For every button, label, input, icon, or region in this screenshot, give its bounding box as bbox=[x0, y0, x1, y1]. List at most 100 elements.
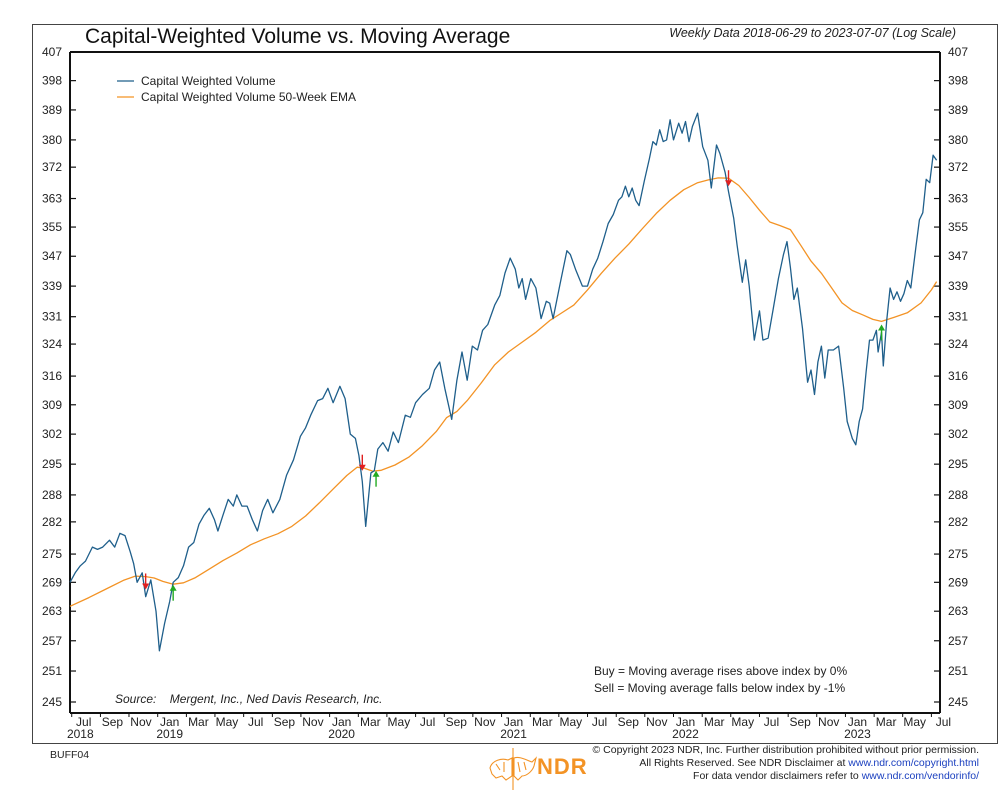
x-tick-label: Jan bbox=[160, 715, 179, 729]
y-tick-label-right: 324 bbox=[948, 337, 968, 351]
x-tick-label: Mar bbox=[704, 715, 725, 729]
x-tick-label: Mar bbox=[532, 715, 553, 729]
y-tick-label-left: 302 bbox=[42, 427, 62, 441]
x-tick-label: Sep bbox=[102, 715, 124, 729]
y-tick-label-right: 347 bbox=[948, 249, 968, 263]
y-tick-label-left: 269 bbox=[42, 575, 62, 589]
copyright-line-2: All Rights Reserved. See NDR Disclaimer … bbox=[593, 757, 979, 770]
y-tick-label-left: 275 bbox=[42, 547, 62, 561]
sell-signal-arrow-icon bbox=[142, 573, 150, 590]
copyright-notice: © Copyright 2023 NDR, Inc. Further distr… bbox=[593, 744, 980, 783]
x-tick-label: Sep bbox=[446, 715, 468, 729]
copyright-line-1: © Copyright 2023 NDR, Inc. Further distr… bbox=[592, 744, 980, 756]
y-tick-label-right: 269 bbox=[948, 575, 968, 589]
y-tick-label-left: 282 bbox=[42, 515, 62, 529]
x-tick-label: Jan bbox=[848, 715, 867, 729]
y-tick-label-left: 257 bbox=[42, 634, 62, 648]
legend: Capital Weighted Volume Capital Weighted… bbox=[117, 74, 356, 104]
y-tick-label-left: 355 bbox=[42, 220, 62, 234]
y-tick-label-right: 245 bbox=[948, 695, 968, 709]
axes bbox=[69, 51, 941, 714]
y-tick-label-left: 245 bbox=[42, 695, 62, 709]
y-tick-label-right: 295 bbox=[948, 457, 968, 471]
tick-labels: 407 407 398 398 389 389 380 380 372 372 363 363 355 3… bbox=[42, 45, 968, 741]
y-tick-label-right: 282 bbox=[948, 515, 968, 529]
y-tick-label-right: 372 bbox=[948, 160, 968, 174]
ndr-logo-text: NDR bbox=[537, 754, 588, 779]
y-tick-label-right: 251 bbox=[948, 664, 968, 678]
sell-signal-arrow-icon bbox=[358, 454, 366, 471]
buy-signal-arrow-icon bbox=[372, 470, 380, 487]
copyright-link[interactable]: www.ndr.com/copyright.html bbox=[848, 757, 979, 769]
x-tick-label: May bbox=[903, 715, 926, 729]
y-tick-label-left: 389 bbox=[42, 103, 62, 117]
sell-rule-note: Sell = Moving average falls below index … bbox=[594, 681, 845, 695]
x-tick-label: Sep bbox=[790, 715, 812, 729]
x-year-label: 2018 bbox=[67, 727, 94, 741]
y-tick-label-right: 257 bbox=[948, 634, 968, 648]
x-tick-label: Sep bbox=[274, 715, 296, 729]
x-tick-label: Jul bbox=[764, 715, 779, 729]
buy-rule-note: Buy = Moving average rises above index b… bbox=[594, 664, 847, 678]
x-tick-label: Mar bbox=[876, 715, 897, 729]
y-tick-label-right: 407 bbox=[948, 45, 968, 59]
y-tick-label-left: 331 bbox=[42, 310, 62, 324]
y-tick-label-left: 407 bbox=[42, 45, 62, 59]
x-tick-label: Mar bbox=[360, 715, 381, 729]
x-year-label: 2023 bbox=[844, 727, 871, 741]
x-year-label: 2019 bbox=[156, 727, 183, 741]
y-tick-label-left: 263 bbox=[42, 604, 62, 618]
source-note: Source: Mergent, Inc., Ned Davis Researc… bbox=[115, 692, 382, 706]
y-tick-label-right: 389 bbox=[948, 103, 968, 117]
legend-label-cwv: Capital Weighted Volume bbox=[141, 74, 276, 88]
y-tick-label-right: 263 bbox=[948, 604, 968, 618]
y-tick-label-left: 347 bbox=[42, 249, 62, 263]
copyright-line-2-text: All Rights Reserved. See NDR Disclaimer … bbox=[639, 757, 849, 769]
y-tick-label-right: 398 bbox=[948, 74, 968, 88]
y-tick-label-left: 339 bbox=[42, 279, 62, 293]
x-tick-label: Jan bbox=[504, 715, 523, 729]
y-tick-label-left: 309 bbox=[42, 398, 62, 412]
copyright-line-3: For data vendor disclaimers refer to www… bbox=[593, 770, 979, 783]
sell-signal-arrow-icon bbox=[725, 170, 733, 187]
x-tick-label: Jul bbox=[936, 715, 951, 729]
y-tick-label-left: 380 bbox=[42, 133, 62, 147]
copyright-line-3-text: For data vendor disclaimers refer to bbox=[693, 770, 862, 782]
y-tick-label-right: 331 bbox=[948, 310, 968, 324]
y-tick-label-right: 288 bbox=[948, 488, 968, 502]
y-tick-label-right: 275 bbox=[948, 547, 968, 561]
x-tick-label: Jan bbox=[676, 715, 695, 729]
y-tick-label-right: 380 bbox=[948, 133, 968, 147]
y-tick-label-right: 355 bbox=[948, 220, 968, 234]
x-year-label: 2022 bbox=[672, 727, 699, 741]
series-lines bbox=[69, 112, 938, 652]
y-tick-label-left: 372 bbox=[42, 160, 62, 174]
x-year-label: 2021 bbox=[500, 727, 527, 741]
x-tick-label: Nov bbox=[818, 715, 839, 729]
buy-signal-arrow-icon bbox=[878, 324, 886, 341]
chart-code: BUFF04 bbox=[50, 749, 90, 761]
vendorinfo-link[interactable]: www.ndr.com/vendorinfo/ bbox=[861, 770, 979, 782]
y-tick-label-left: 363 bbox=[42, 192, 62, 206]
x-tick-label: May bbox=[388, 715, 411, 729]
x-tick-label: Jan bbox=[332, 715, 351, 729]
ndr-bull-bear-logo-icon bbox=[489, 748, 538, 790]
y-tick-label-right: 339 bbox=[948, 279, 968, 293]
x-tick-label: Jul bbox=[420, 715, 435, 729]
x-tick-label: Mar bbox=[188, 715, 209, 729]
y-tick-label-right: 302 bbox=[948, 427, 968, 441]
chart-subtitle: Weekly Data 2018-06-29 to 2023-07-07 (Lo… bbox=[669, 26, 956, 40]
series-line-capital-weighted-volume bbox=[69, 112, 938, 652]
x-year-label: 2020 bbox=[328, 727, 355, 741]
signal-arrows bbox=[142, 170, 886, 601]
chart-frame bbox=[32, 24, 998, 744]
legend-label-ema: Capital Weighted Volume 50-Week EMA bbox=[141, 90, 356, 104]
y-tick-label-left: 316 bbox=[42, 369, 62, 383]
series-line-50-week-ema bbox=[69, 177, 938, 607]
x-tick-label: Nov bbox=[130, 715, 151, 729]
y-tick-label-right: 309 bbox=[948, 398, 968, 412]
buy-signal-arrow-icon bbox=[169, 584, 177, 601]
x-tick-label: Nov bbox=[474, 715, 495, 729]
y-tick-label-left: 251 bbox=[42, 664, 62, 678]
